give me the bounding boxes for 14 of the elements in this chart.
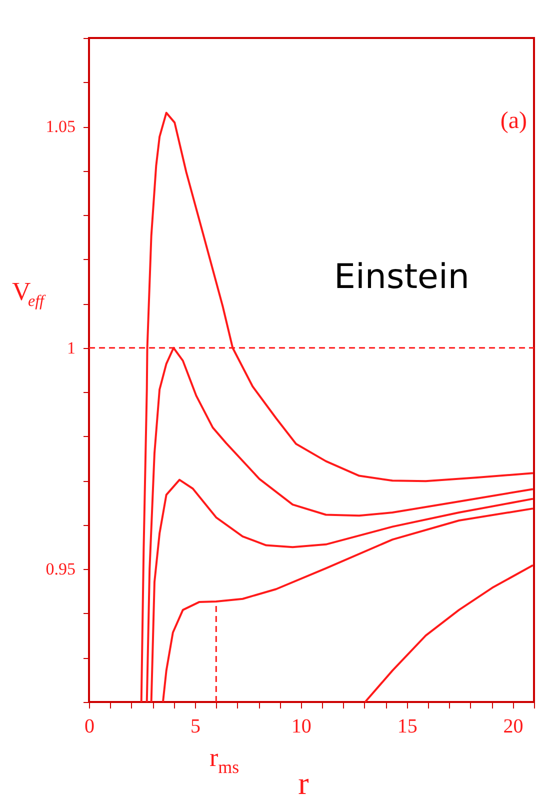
x-tick-label: 5 — [190, 716, 200, 738]
y-tick-label: 1.05 — [46, 117, 76, 136]
x-tick-label: 0 — [84, 716, 94, 738]
line-series — [150, 478, 534, 703]
line-series — [162, 508, 534, 703]
annotation: Einstein — [334, 257, 470, 297]
y-tick-label: 0.95 — [46, 560, 76, 579]
annotation: (a) — [500, 108, 527, 134]
line-series — [364, 564, 534, 703]
x-axis-title: r — [298, 765, 310, 801]
x-tick-label: 20 — [503, 716, 524, 738]
y-tick-label: 1 — [67, 338, 76, 358]
x-tick-label: 15 — [397, 716, 418, 738]
x-tick-label: 10 — [291, 716, 312, 738]
